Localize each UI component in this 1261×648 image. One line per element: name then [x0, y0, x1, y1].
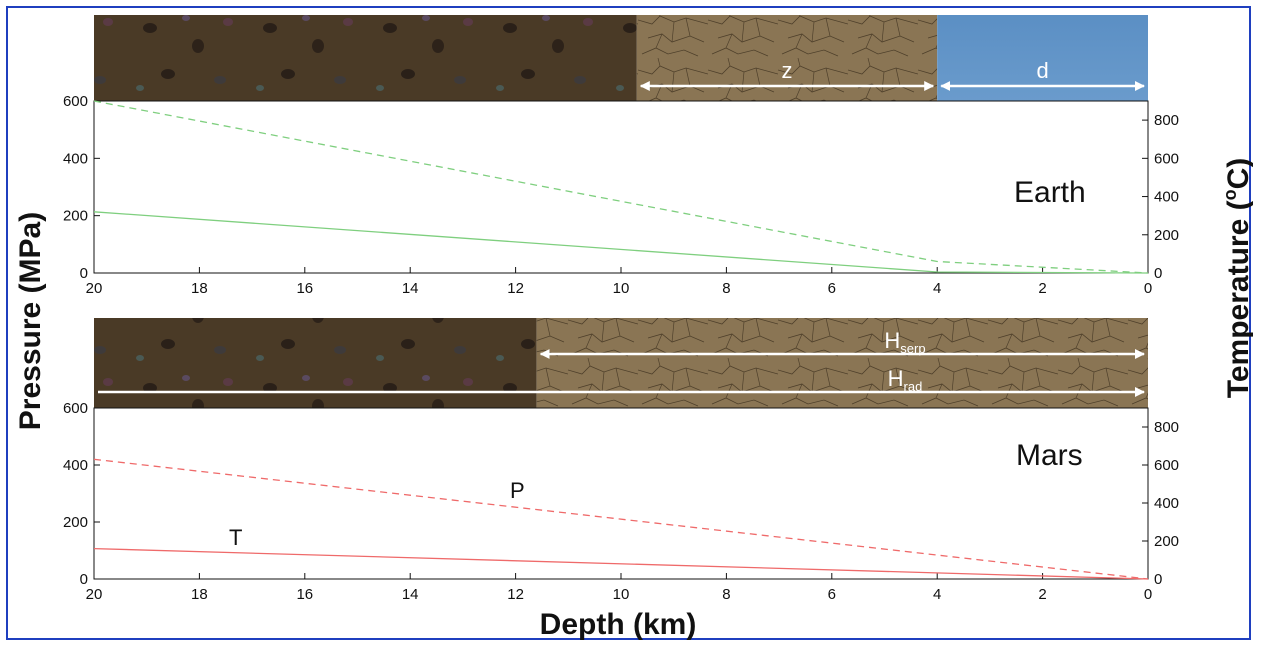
y-axis-title-right-prefix: Temperature ( [1222, 200, 1253, 398]
mars-x-tick-label: 4 [933, 586, 941, 603]
earth-y-left-tick-label: 200 [63, 208, 88, 225]
earth-x-tick-label: 8 [722, 280, 730, 297]
mars-x-tick-label: 14 [402, 586, 419, 603]
mars-band-serpentinite [536, 318, 1148, 408]
mars-y-left-tick-label: 400 [63, 457, 88, 474]
earth-series-pressure-line [93, 100, 1149, 274]
mars-series-temperature-line [93, 547, 1149, 580]
earth-x-tick-label: 2 [1038, 280, 1046, 297]
mars-band-label-hserp-sub: serp [900, 341, 925, 356]
mars-x-tick-label: 0 [1144, 586, 1152, 603]
mars-band-label-hserp-main: H [884, 328, 900, 353]
mars-x-tick-label: 6 [828, 586, 836, 603]
earth-y-left-tick-label: 600 [63, 93, 88, 110]
mars-curve-label-p: P [510, 478, 525, 503]
earth-y-left-tick-label: 0 [80, 265, 88, 282]
earth-band-label-d: d [1036, 58, 1048, 83]
mars-panel-label: Mars [1016, 439, 1083, 472]
mars-x-tick-label: 20 [86, 586, 103, 603]
mars-y-left-tick-label: 200 [63, 514, 88, 531]
mars-band-label-hserp: Hserp [884, 328, 925, 356]
earth-x-tick-label: 14 [402, 280, 419, 297]
mars-y-right-tick-label: 0 [1154, 571, 1162, 588]
mars-y-right-tick-label: 400 [1154, 495, 1179, 512]
earth-y-right-tick-label: 0 [1154, 265, 1162, 282]
earth-plot-box [93, 100, 1149, 274]
earth-panel-label: Earth [1014, 176, 1086, 209]
earth-band-label-z: z [782, 58, 793, 83]
mars-x-tick-label: 16 [296, 586, 313, 603]
mars-y-right-tick-label: 800 [1154, 419, 1179, 436]
mars-x-tick-label: 12 [507, 586, 524, 603]
y-axis-title-right-sup: o [1220, 189, 1240, 200]
earth-x-tick-label: 4 [933, 280, 941, 297]
figure-svg: z d 20 18 16 14 12 10 8 6 4 2 00200400600020040060… [14, 15, 1253, 641]
earth-x-tick-label: 0 [1144, 280, 1152, 297]
mars-y-left-tick-label: 600 [63, 400, 88, 417]
earth-band-regolith [94, 15, 637, 101]
earth-y-right-tick-label: 200 [1154, 227, 1179, 244]
earth-x-tick-label: 20 [86, 280, 103, 297]
mars-series-pressure-line [93, 458, 1149, 580]
earth-series-temperature-line [93, 211, 1149, 274]
mars-y-right-tick-label: 200 [1154, 533, 1179, 550]
earth-y-left-tick-label: 400 [63, 150, 88, 167]
mars-band-regolith [94, 318, 537, 408]
mars-panel: Hserp Hrad 20 18 16 14 12 10 8 6 4 2 0020040060002… [63, 318, 1179, 603]
mars-band: Hserp Hrad [94, 318, 1148, 408]
figure-frame: z d 20 18 16 14 12 10 8 6 4 2 0 0 200 400 600 0 200 400 60… [6, 6, 1253, 641]
mars-curve-label-t: T [229, 525, 242, 550]
mars-x-tick-label: 2 [1038, 586, 1046, 603]
earth-x-tick-label: 6 [828, 280, 836, 297]
earth-y-right-tick-label: 800 [1154, 112, 1179, 129]
y-axis-title-right: Temperature (oC) [1220, 158, 1253, 398]
earth-y-right-tick-label: 600 [1154, 150, 1179, 167]
earth-panel: z d 20 18 16 14 12 10 8 6 4 2 00200400600020040060… [63, 15, 1179, 297]
mars-y-right-tick-label: 600 [1154, 457, 1179, 474]
y-axis-title-right-suffix: C) [1222, 158, 1253, 190]
earth-x-tick-label: 10 [613, 280, 630, 297]
y-axis-title-left: Pressure (MPa) [14, 212, 47, 430]
mars-band-label-hrad: Hrad [888, 366, 923, 394]
earth-y-right-tick-label: 400 [1154, 189, 1179, 206]
mars-band-label-hrad-sub: rad [904, 379, 923, 394]
x-axis-title: Depth (km) [540, 608, 697, 641]
earth-x-tick-label: 18 [191, 280, 208, 297]
earth-band: z d [94, 15, 1148, 101]
earth-x-tick-label: 16 [296, 280, 313, 297]
earth-x-tick-label: 12 [507, 280, 524, 297]
mars-x-tick-label: 18 [191, 586, 208, 603]
mars-x-tick-label: 8 [722, 586, 730, 603]
mars-y-left-tick-label: 0 [80, 571, 88, 588]
mars-band-label-hrad-main: H [888, 366, 904, 391]
mars-x-tick-label: 10 [613, 586, 630, 603]
